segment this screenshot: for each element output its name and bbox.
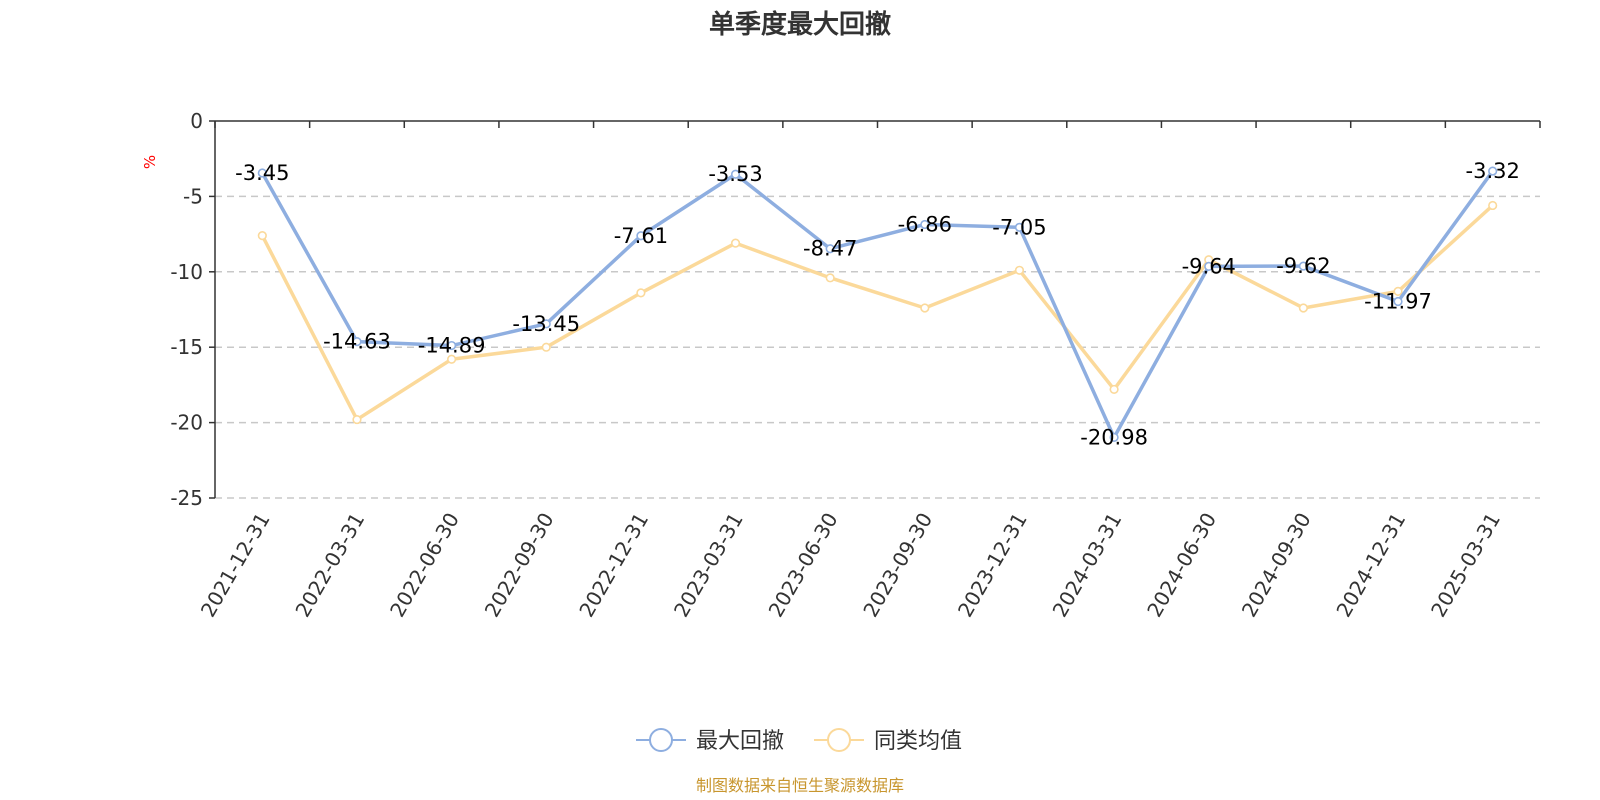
data-point[interactable] bbox=[1393, 286, 1403, 297]
data-point[interactable] bbox=[447, 354, 457, 364]
y-axis-unit-label: % bbox=[141, 155, 159, 169]
data-point[interactable] bbox=[920, 219, 930, 230]
x-tick-label: 2023-12-31 bbox=[953, 509, 1032, 622]
series-line bbox=[260, 170, 1495, 440]
data-label: -9.62 bbox=[1276, 254, 1330, 278]
legend-item[interactable]: 同类均值 bbox=[814, 728, 962, 754]
y-tick-label: -5 bbox=[183, 184, 203, 208]
data-point[interactable] bbox=[352, 337, 362, 347]
data-label: -3.53 bbox=[708, 162, 762, 186]
x-tick-label: 2023-06-30 bbox=[764, 509, 843, 622]
data-point[interactable] bbox=[1014, 265, 1025, 275]
data-label: -14.89 bbox=[418, 334, 486, 358]
data-point[interactable] bbox=[257, 168, 267, 178]
x-tick-label: 2024-06-30 bbox=[1142, 509, 1221, 622]
data-point[interactable] bbox=[1109, 384, 1119, 395]
data-label: -7.05 bbox=[992, 215, 1046, 239]
legend[interactable]: 最大回撤 同类均值 bbox=[636, 728, 962, 754]
data-label: -11.97 bbox=[1364, 290, 1432, 314]
chart-title: 单季度最大回撤 bbox=[709, 9, 891, 40]
x-tick-label: 2022-03-31 bbox=[290, 509, 369, 622]
data-label: -3.32 bbox=[1466, 159, 1520, 183]
data-point[interactable] bbox=[730, 238, 741, 248]
x-tick-label: 2023-09-30 bbox=[858, 509, 937, 622]
data-point[interactable] bbox=[1204, 261, 1214, 271]
data-point[interactable] bbox=[1488, 166, 1498, 176]
data-point[interactable] bbox=[1014, 222, 1025, 232]
series-lines bbox=[257, 166, 1498, 442]
data-label: -20.98 bbox=[1080, 425, 1148, 449]
legend-label: 最大回撤 bbox=[696, 729, 784, 754]
legend-marker bbox=[649, 728, 673, 752]
x-tick-label: 2024-03-31 bbox=[1048, 509, 1127, 622]
y-tick-label: 0 bbox=[190, 109, 203, 133]
data-point[interactable] bbox=[541, 319, 551, 329]
data-point[interactable] bbox=[1298, 303, 1308, 313]
data-point[interactable] bbox=[447, 340, 457, 351]
legend-item[interactable]: 最大回撤 bbox=[636, 728, 784, 754]
data-label: -13.45 bbox=[512, 312, 580, 336]
data-point[interactable] bbox=[1393, 296, 1403, 307]
data-point[interactable] bbox=[730, 169, 741, 179]
data-label: -8.47 bbox=[803, 237, 857, 261]
data-point[interactable] bbox=[257, 231, 267, 241]
data-label: -14.63 bbox=[323, 330, 391, 354]
data-label: -7.61 bbox=[614, 224, 668, 248]
gridlines bbox=[215, 195, 1540, 499]
legend-marker bbox=[827, 728, 851, 752]
x-tick-label: 2025-03-31 bbox=[1426, 509, 1505, 622]
data-point[interactable] bbox=[636, 231, 646, 241]
x-tick-label: 2021-12-31 bbox=[196, 509, 275, 622]
data-point[interactable] bbox=[1298, 261, 1308, 271]
x-tick-label: 2023-03-31 bbox=[669, 509, 748, 622]
y-tick-label: -15 bbox=[170, 335, 203, 359]
data-point[interactable] bbox=[1109, 432, 1119, 442]
x-tick-label: 2024-12-31 bbox=[1331, 509, 1410, 622]
data-labels: -3.45 -14.63 -14.89 -13.45 -7.61 -3.53 -8.47 -6… bbox=[235, 159, 1520, 449]
data-point[interactable] bbox=[1488, 200, 1498, 211]
y-tick-label: -25 bbox=[170, 486, 203, 510]
x-tick-label: 2024-09-30 bbox=[1237, 509, 1316, 622]
series-line bbox=[260, 204, 1494, 422]
data-label: -9.64 bbox=[1182, 254, 1236, 278]
data-point[interactable] bbox=[636, 288, 646, 298]
y-tick-label: -10 bbox=[170, 260, 203, 284]
data-label: -3.45 bbox=[235, 161, 289, 185]
data-label: -6.86 bbox=[898, 212, 952, 236]
data-point[interactable] bbox=[352, 414, 362, 425]
x-tick-label: 2022-12-31 bbox=[574, 509, 653, 622]
data-point[interactable] bbox=[825, 244, 835, 254]
x-tick-label: 2022-06-30 bbox=[385, 509, 464, 622]
data-point[interactable] bbox=[920, 303, 930, 313]
legend-label: 同类均值 bbox=[874, 729, 962, 754]
source-note: 制图数据来自恒生聚源数据库 bbox=[696, 776, 904, 795]
data-point[interactable] bbox=[825, 273, 835, 283]
x-tick-label: 2022-09-30 bbox=[480, 509, 559, 622]
y-tick-label: -20 bbox=[170, 411, 203, 435]
data-point[interactable] bbox=[541, 342, 551, 352]
